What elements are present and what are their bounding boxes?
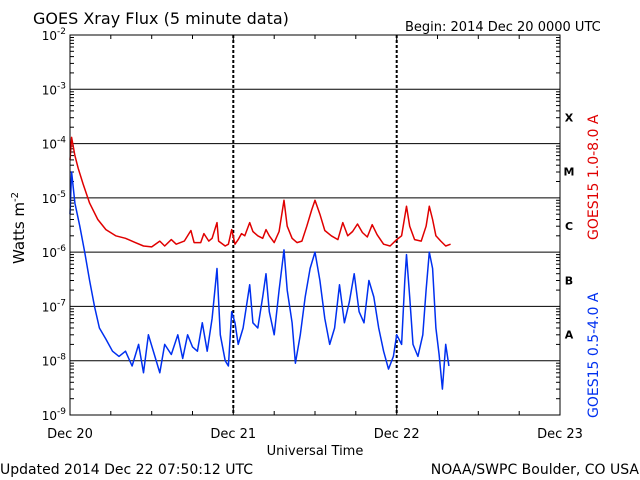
flare-class-label: X: [565, 111, 574, 124]
y-tick-exponent: -4: [57, 136, 66, 146]
y-tick-label: 10-6: [42, 244, 67, 260]
y-axis-label-base: Watts m: [10, 202, 28, 264]
updated-label: Updated 2014 Dec 22 07:50:12 UTC: [0, 462, 253, 478]
y-tick-label: 10-8: [42, 353, 67, 369]
flare-class-label: A: [565, 329, 574, 342]
series-label-goes15-short: GOES15 0.5-4.0 A: [586, 292, 602, 418]
y-tick-exponent: -6: [57, 244, 66, 254]
y-tick-base: 10: [42, 355, 57, 369]
y-tick-base: 10: [42, 192, 57, 206]
series-label-goes15-long: GOES15 1.0-8.0 A: [586, 114, 602, 240]
y-tick-exponent: -2: [57, 27, 66, 37]
y-tick-label: 10-2: [42, 27, 66, 43]
x-tick-label: Dec 23: [537, 427, 583, 442]
y-tick-base: 10: [42, 246, 57, 260]
y-tick-exponent: -3: [57, 81, 66, 91]
chart-title: GOES Xray Flux (5 minute data): [33, 9, 289, 28]
y-tick-base: 10: [42, 409, 57, 423]
source-label: NOAA/SWPC Boulder, CO USA: [431, 462, 640, 478]
y-tick-label: 10-5: [42, 190, 66, 206]
y-tick-exponent: -8: [57, 353, 66, 363]
begin-label: Begin: 2014 Dec 20 0000 UTC: [405, 20, 601, 35]
y-tick-exponent: -7: [57, 298, 66, 308]
plot-frame: [69, 34, 561, 416]
x-tick-labels: Dec 20 Dec 21 Dec 22 Dec 23: [47, 427, 583, 442]
y-tick-base: 10: [42, 138, 57, 152]
y-axis-label: Watts m-2: [10, 192, 28, 264]
y-tick-base: 10: [42, 29, 57, 43]
series-line-1: [69, 171, 450, 390]
series-layer: [69, 136, 451, 390]
x-tick-label: Dec 22: [374, 427, 420, 442]
series-line-0: [69, 136, 451, 248]
y-tick-label: 10-7: [42, 298, 66, 314]
x-tick-label: Dec 21: [210, 427, 256, 442]
flare-class-label: B: [565, 274, 573, 287]
x-tick-label: Dec 20: [47, 427, 93, 442]
y-tick-exponent: -9: [57, 407, 66, 417]
y-tick-label: 10-9: [42, 407, 67, 423]
y-tick-base: 10: [42, 300, 57, 314]
y-axis-label-exponent: -2: [10, 192, 21, 202]
y-tick-labels: 10-210-310-410-510-610-710-810-9: [42, 27, 67, 423]
x-axis-label: Universal Time: [267, 444, 364, 459]
y-tick-exponent: -5: [57, 190, 66, 200]
flare-class-label: M: [564, 166, 575, 179]
y-tick-label: 10-4: [42, 136, 67, 152]
y-tick-base: 10: [42, 83, 57, 97]
y-tick-label: 10-3: [42, 81, 66, 97]
flare-class-label: C: [565, 220, 573, 233]
flare-class-labels: X M C B A: [564, 111, 575, 341]
